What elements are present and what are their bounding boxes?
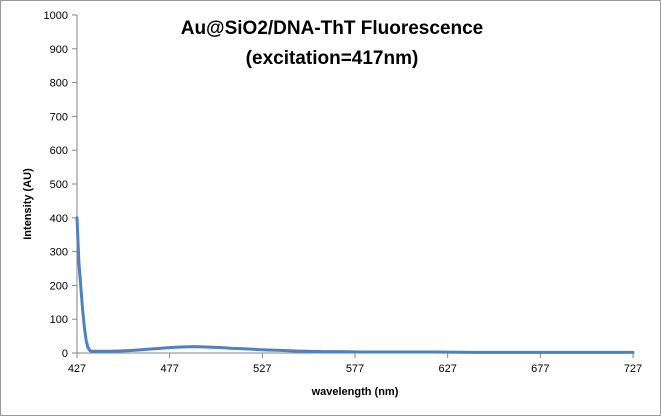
y-tick-label: 600	[50, 145, 68, 157]
y-tick-label: 800	[50, 78, 68, 90]
x-tick-label: 527	[253, 363, 271, 375]
x-tick-label: 427	[68, 363, 86, 375]
chart-title-line-1: Au@SiO2/DNA-ThT Fluorescence	[181, 18, 484, 39]
series-line-fluorescence	[75, 216, 635, 354]
y-tick-label: 0	[62, 348, 68, 360]
y-tick-label: 1000	[44, 10, 68, 22]
y-tick-label: 400	[50, 213, 68, 225]
y-tick-label: 700	[50, 111, 68, 123]
y-tick-label: 500	[50, 179, 68, 191]
chart-title-line-2: (excitation=417nm)	[246, 48, 419, 69]
y-axis-title: Intensity (AU)	[22, 168, 34, 240]
x-tick-label: 627	[438, 363, 456, 375]
y-tick-label: 100	[50, 314, 68, 326]
x-axis-ticks: 427 477 527 577 627 677 727	[68, 353, 642, 375]
y-tick-label: 200	[50, 280, 68, 292]
y-tick-label: 900	[50, 44, 68, 56]
x-tick-label: 577	[346, 363, 364, 375]
x-tick-label: 477	[160, 363, 178, 375]
x-tick-label: 677	[531, 363, 549, 375]
y-axis-ticks: 0 100 200 300 400 500 600 700 800 900 1000	[44, 10, 77, 360]
x-tick-label: 727	[624, 363, 642, 375]
chart-title: Au@SiO2/DNA-ThT Fluorescence (excitation=…	[181, 18, 484, 69]
x-axis-title: wavelength (nm)	[311, 386, 399, 398]
y-tick-label: 300	[50, 247, 68, 259]
